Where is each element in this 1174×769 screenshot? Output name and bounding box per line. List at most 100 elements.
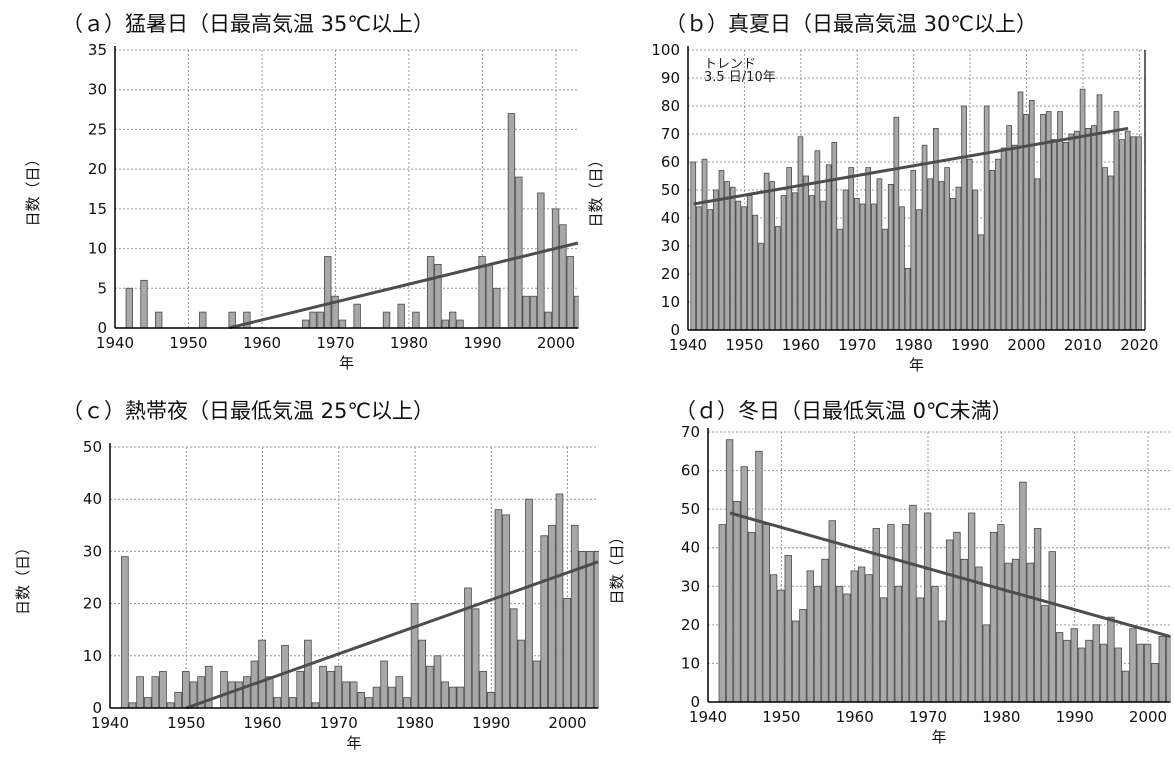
a-bar-1973 (353, 303, 361, 329)
chart-a-plot: 0 5 10 15 20 25 30 35 1940 1950 1960 1970 1980 1990 20… (24, 41, 579, 372)
d-bar-1982 (1011, 558, 1020, 703)
b-bar-1966 (831, 141, 838, 331)
a-bar-1995 (515, 176, 523, 329)
d-bar-1999 (1136, 643, 1144, 703)
d-xtick-1960: 1960 (836, 708, 874, 726)
a-bar-1996 (522, 295, 530, 329)
a-ylabel: 日数（日） (24, 151, 42, 226)
c-bar-1982 (426, 665, 434, 709)
c-bar-2004 (593, 550, 599, 709)
c-bar-1983 (433, 655, 442, 709)
a-bar-1991 (485, 264, 494, 329)
b-bar-1952 (752, 214, 759, 331)
b-bar-1953 (758, 242, 764, 331)
d-bar-1942 (718, 524, 726, 703)
d-bar-1989 (1063, 639, 1071, 703)
b-bar-1999 (1017, 91, 1024, 331)
a-xlabel: 年 (339, 354, 354, 372)
b-bar-2009 (1074, 130, 1080, 331)
b-bar-2002 (1034, 178, 1041, 331)
c-bar-1942 (121, 556, 129, 709)
b-xtick-2020: 2020 (1120, 336, 1158, 354)
d-bar-1971 (931, 585, 939, 703)
d-xtick-1950: 1950 (762, 708, 800, 726)
c-bar-1999 (555, 493, 564, 709)
d-bars (718, 439, 1171, 703)
b-bar-1993 (983, 105, 990, 331)
b-bar-1963 (814, 150, 821, 331)
b-bar-1960 (797, 136, 804, 331)
a-bar-1998 (537, 192, 545, 329)
c-bar-1967 (311, 702, 320, 709)
d-xtick-1970: 1970 (909, 708, 947, 726)
a-bar-1997 (529, 295, 538, 329)
d-bar-1954 (806, 570, 814, 703)
d-ytick-0: 0 (690, 693, 700, 711)
d-xtick-1990: 1990 (1056, 708, 1094, 726)
b-ylabel: 日数（日） (587, 152, 605, 227)
a-bar-1984 (434, 264, 442, 329)
d-bar-2001 (1151, 663, 1159, 703)
b-bar-1955 (769, 181, 776, 331)
c-bar-2002 (578, 550, 587, 709)
chart-c-plot: 0 10 20 30 40 50 1940 1950 1960 1970 1980 1990 2000 年… (14, 438, 599, 752)
a-bar-2002 (566, 256, 574, 329)
c-ylabel: 日数（日） (14, 540, 32, 615)
d-bar-1959 (843, 593, 851, 703)
d-ytick-60: 60 (681, 462, 700, 480)
a-bar-1969 (324, 256, 332, 329)
b-bar-2020 (1136, 136, 1142, 331)
b-bar-1975 (882, 228, 888, 331)
d-bar-1986 (1041, 605, 1049, 703)
d-bar-1991 (1077, 647, 1086, 703)
c-bar-1985 (448, 686, 457, 709)
b-ytick-30: 30 (661, 237, 680, 255)
c-bar-1995 (525, 498, 533, 709)
b-bar-1995 (995, 158, 1001, 331)
d-ytick-70: 70 (681, 423, 700, 441)
d-bar-1977 (975, 566, 983, 703)
d-bar-1980 (997, 524, 1005, 703)
c-xtick-1990: 1990 (472, 714, 510, 732)
d-bar-1985 (1033, 528, 1042, 703)
c-bar-1964 (288, 697, 297, 709)
d-bar-1947 (755, 450, 763, 703)
a-trend-line (228, 241, 579, 329)
d-bar-1957 (828, 520, 836, 703)
b-ytick-60: 60 (661, 153, 680, 171)
chart-d-plot: 0 10 20 30 40 50 60 70 1940 1950 1960 1970 1980 1990 2… (608, 423, 1171, 746)
b-bar-1967 (837, 228, 843, 331)
b-bar-1954 (763, 172, 770, 331)
chart-d-title: （ｄ）冬日（日最低気温 0℃未満） (675, 399, 1013, 423)
d-trend-line (729, 511, 1171, 638)
b-bar-1957 (780, 195, 787, 331)
d-bar-1992 (1085, 639, 1093, 703)
d-bar-1950 (777, 589, 785, 703)
c-bar-1992 (502, 514, 510, 709)
b-bar-1990 (966, 158, 973, 331)
d-bar-1988 (1055, 632, 1064, 703)
c-bar-1971 (342, 681, 350, 709)
d-xtick-1980: 1980 (982, 708, 1020, 726)
c-bar-1997 (540, 535, 549, 709)
chart-c-title: （ｃ）熱帯夜（日最低気温 25℃以上） (62, 399, 434, 423)
a-bars (125, 113, 579, 329)
a-bar-1977 (382, 311, 391, 329)
d-bar-1990 (1070, 628, 1078, 703)
b-bar-1996 (1000, 147, 1007, 331)
c-bar-1963 (281, 644, 289, 709)
d-bar-1952 (791, 620, 800, 703)
d-xlabel: 年 (931, 728, 946, 746)
c-ytick-20: 20 (83, 595, 102, 613)
d-bar-1966 (894, 585, 902, 703)
b-bar-1945 (712, 189, 719, 331)
c-bar-1958 (243, 676, 251, 709)
d-bar-1962 (865, 574, 873, 703)
a-bar-1952 (199, 311, 207, 329)
b-bar-1979 (904, 267, 911, 331)
b-bar-1987 (949, 197, 956, 331)
c-bar-1965 (296, 671, 305, 709)
d-bar-1946 (747, 531, 756, 703)
b-bar-1964 (820, 200, 826, 331)
c-bar-1973 (357, 691, 366, 709)
